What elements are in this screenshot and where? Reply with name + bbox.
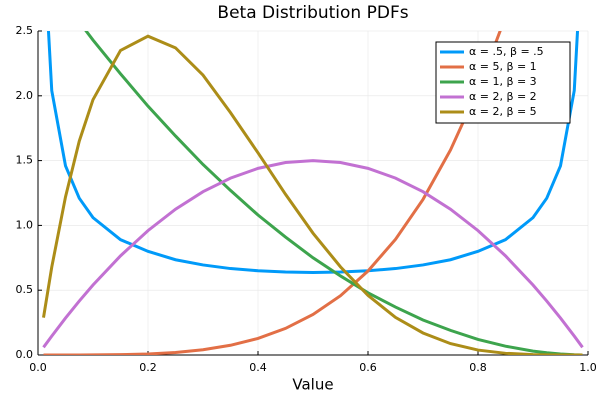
line-series (43, 31, 502, 355)
y-tick-label: 0.5 (16, 283, 34, 296)
line-series (46, 31, 580, 274)
y-tick-label: 2.5 (16, 24, 34, 37)
y-tick-label: 1.0 (16, 218, 34, 231)
y-tick-label: 1.5 (16, 154, 34, 167)
x-tick-label: 0.2 (139, 361, 157, 374)
legend-label: α = 2, β = 5 (469, 105, 537, 118)
x-tick-label: 0.4 (249, 361, 267, 374)
x-axis-label: Value (292, 376, 333, 394)
y-tick-label: 2.0 (16, 89, 34, 102)
x-tick-label: 0.6 (359, 361, 377, 374)
line-series (42, 159, 584, 349)
legend-label: α = .5, β = .5 (469, 45, 544, 58)
x-tick-label: 0.8 (469, 361, 487, 374)
legend-label: α = 5, β = 1 (469, 60, 537, 73)
y-tick-label: 0.0 (16, 348, 34, 361)
legend-label: α = 1, β = 3 (469, 75, 537, 88)
chart-title: Beta Distribution PDFs (217, 3, 408, 23)
legend-label: α = 2, β = 2 (469, 90, 537, 103)
x-tick-label: 0.0 (29, 361, 47, 374)
line-series (42, 34, 583, 355)
line-series (84, 31, 583, 355)
plot-area (42, 31, 584, 355)
x-tick-label: 1.0 (579, 361, 597, 374)
